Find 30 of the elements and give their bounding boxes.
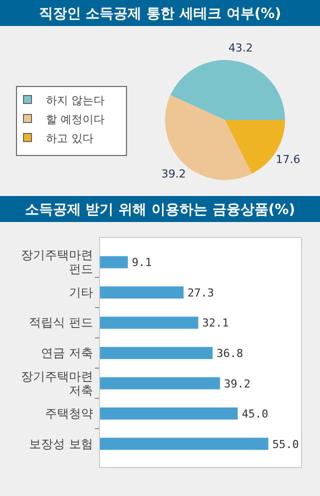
bar [100, 377, 220, 390]
bar [100, 346, 213, 360]
data-label: 39.2 [224, 377, 250, 390]
chart-title: 소득공제 받기 위해 이용하는 금융상품(%) [24, 202, 296, 218]
y-tick-label: 기타 [69, 285, 93, 300]
data-label: 17.6 [276, 152, 300, 166]
bar [100, 438, 268, 450]
y-tick-label: 연금 저축 [41, 346, 93, 360]
data-label: 39.2 [161, 167, 186, 180]
data-label: 36.8 [216, 347, 244, 360]
bar [100, 286, 184, 299]
legend-label: 하고 있다 [46, 132, 94, 145]
bar [100, 407, 238, 420]
data-label: 32.1 [202, 316, 229, 330]
y-tick-label: 보장성 보험 [29, 436, 93, 451]
data-label: 55.0 [272, 438, 299, 451]
legend-label: 할 예정이다 [46, 113, 104, 126]
pie-slice [170, 60, 285, 120]
chart-title: 직장인 소득공제 통한 세테크 여부(%) [38, 6, 282, 22]
data-label: 43.2 [228, 42, 253, 55]
y-tick-label: 장기주택마련 저축 [21, 369, 93, 398]
y-tick-label: 주택청약 [45, 406, 93, 421]
data-label: 27.3 [188, 286, 214, 300]
y-tick-label: 적립식 펀드 [29, 316, 93, 330]
bar [100, 316, 198, 329]
data-label: 45.0 [242, 408, 268, 421]
y-tick-label: 장기주택마련 펀드 [21, 248, 93, 276]
bar [100, 256, 128, 268]
legend-label: 하지 않는다 [46, 94, 104, 107]
data-label: 9.1 [132, 256, 152, 270]
